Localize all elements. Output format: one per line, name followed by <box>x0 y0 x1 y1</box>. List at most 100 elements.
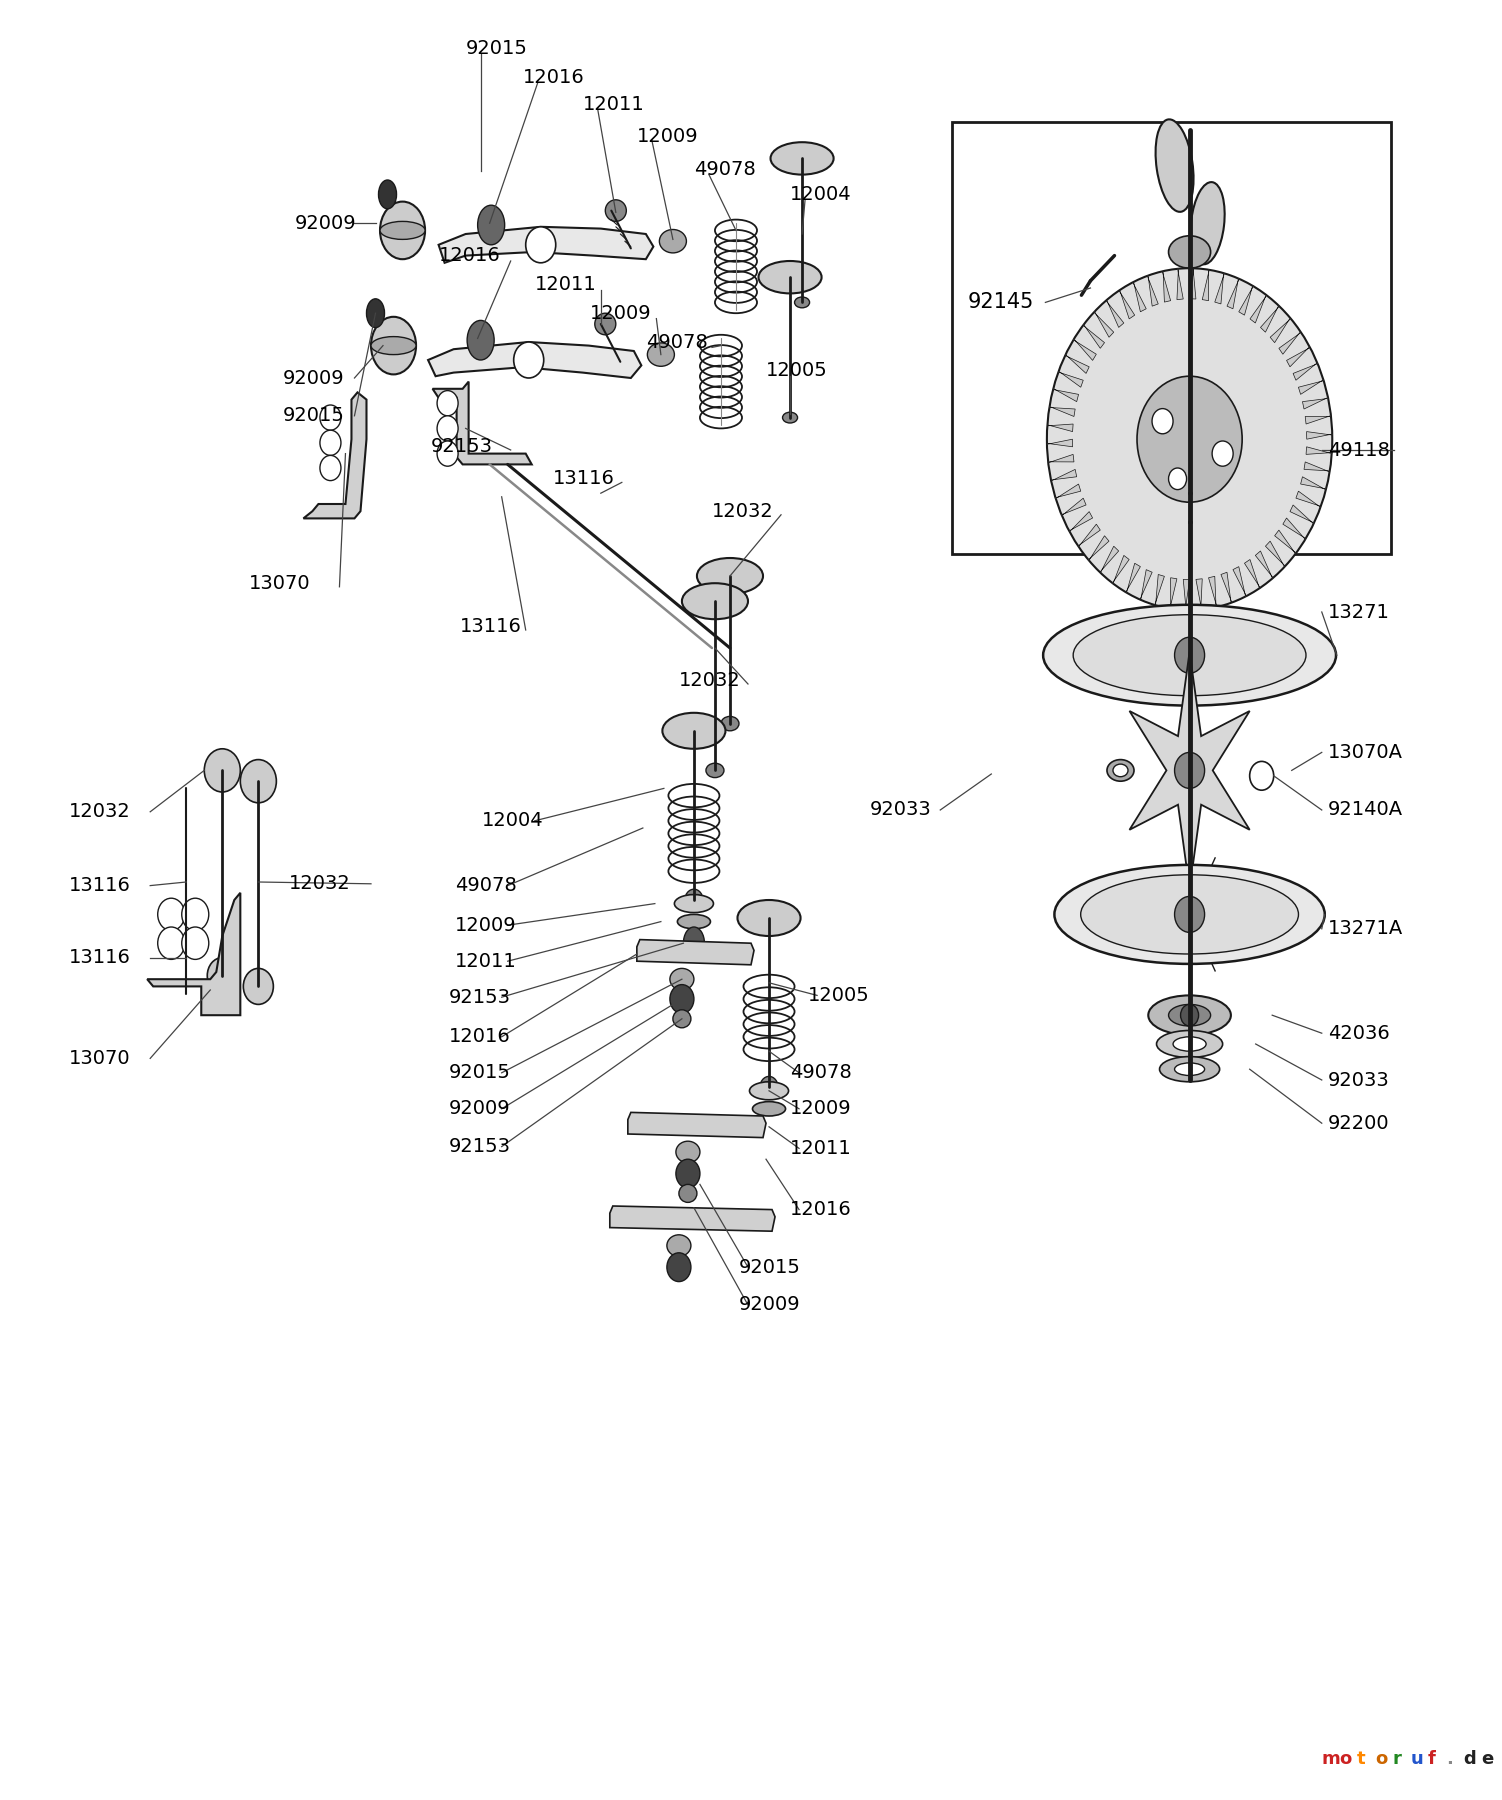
Text: 92009: 92009 <box>294 214 356 232</box>
Ellipse shape <box>1169 272 1211 304</box>
Polygon shape <box>1283 518 1305 540</box>
Polygon shape <box>1304 463 1329 472</box>
Text: 92140A: 92140A <box>1328 801 1403 819</box>
Polygon shape <box>1099 545 1119 572</box>
Polygon shape <box>1065 355 1089 373</box>
Text: 92033: 92033 <box>870 801 931 819</box>
Text: 13116: 13116 <box>69 877 131 895</box>
Polygon shape <box>1293 364 1317 380</box>
Text: 13116: 13116 <box>553 470 614 488</box>
Ellipse shape <box>371 337 416 355</box>
Text: 13271A: 13271A <box>1328 920 1403 938</box>
Text: 13070: 13070 <box>249 574 311 592</box>
Polygon shape <box>1256 551 1274 578</box>
Polygon shape <box>1260 306 1280 333</box>
Polygon shape <box>1209 576 1217 607</box>
Text: 12016: 12016 <box>790 1201 852 1219</box>
Text: 12011: 12011 <box>535 275 596 293</box>
Text: 92153: 92153 <box>449 988 511 1006</box>
Circle shape <box>1152 409 1173 434</box>
Ellipse shape <box>1044 605 1337 706</box>
Polygon shape <box>1119 290 1134 319</box>
Polygon shape <box>1074 338 1096 360</box>
Ellipse shape <box>371 317 416 374</box>
Polygon shape <box>1265 542 1286 567</box>
Text: 13070A: 13070A <box>1328 743 1403 761</box>
Ellipse shape <box>667 1235 691 1256</box>
Ellipse shape <box>1107 760 1134 781</box>
Polygon shape <box>1148 275 1158 306</box>
Polygon shape <box>1047 425 1072 432</box>
Ellipse shape <box>1191 182 1224 265</box>
Circle shape <box>1181 1004 1199 1026</box>
Polygon shape <box>1302 398 1328 409</box>
Ellipse shape <box>1173 1037 1206 1051</box>
Polygon shape <box>147 893 240 1015</box>
Ellipse shape <box>1157 1030 1223 1058</box>
Ellipse shape <box>1175 1062 1205 1075</box>
Circle shape <box>526 227 556 263</box>
Polygon shape <box>1307 432 1332 439</box>
Ellipse shape <box>380 221 425 239</box>
Ellipse shape <box>795 297 810 308</box>
Polygon shape <box>1278 331 1301 355</box>
Bar <box>952 122 1391 554</box>
Text: 92009: 92009 <box>739 1296 801 1314</box>
Text: 92153: 92153 <box>431 437 493 455</box>
Ellipse shape <box>674 895 713 913</box>
Polygon shape <box>1051 470 1077 481</box>
Text: f: f <box>1428 1750 1436 1768</box>
Polygon shape <box>1287 347 1310 367</box>
Circle shape <box>182 927 209 959</box>
Text: 49078: 49078 <box>790 1064 852 1082</box>
Ellipse shape <box>683 927 704 959</box>
Ellipse shape <box>737 900 801 936</box>
Polygon shape <box>1202 270 1209 301</box>
Polygon shape <box>1078 524 1101 547</box>
Text: 49078: 49078 <box>646 333 707 351</box>
Text: 12032: 12032 <box>288 875 350 893</box>
Ellipse shape <box>783 412 798 423</box>
Text: 12009: 12009 <box>637 128 698 146</box>
Ellipse shape <box>721 716 739 731</box>
Ellipse shape <box>679 1184 697 1202</box>
Polygon shape <box>1163 272 1170 302</box>
Circle shape <box>158 898 185 931</box>
Ellipse shape <box>759 261 822 293</box>
Circle shape <box>320 430 341 455</box>
Text: 92015: 92015 <box>449 1064 511 1082</box>
Text: 12009: 12009 <box>590 304 652 322</box>
Polygon shape <box>1215 274 1224 304</box>
Polygon shape <box>1221 572 1232 603</box>
Polygon shape <box>1301 477 1326 490</box>
Ellipse shape <box>380 202 425 259</box>
Text: 92009: 92009 <box>449 1100 511 1118</box>
Text: 12016: 12016 <box>439 247 500 265</box>
Ellipse shape <box>1081 875 1298 954</box>
Circle shape <box>685 889 703 911</box>
Polygon shape <box>637 940 754 965</box>
Polygon shape <box>1083 324 1104 349</box>
Circle shape <box>437 416 458 441</box>
Polygon shape <box>1130 652 1250 889</box>
Circle shape <box>760 1076 778 1098</box>
Text: 92015: 92015 <box>466 40 527 58</box>
Polygon shape <box>1305 416 1331 425</box>
Polygon shape <box>1239 286 1253 315</box>
Polygon shape <box>1196 580 1202 610</box>
Text: 13271: 13271 <box>1328 603 1389 621</box>
Polygon shape <box>1089 536 1108 560</box>
Polygon shape <box>1170 578 1178 608</box>
Text: o: o <box>1340 1750 1352 1768</box>
Text: 12009: 12009 <box>790 1100 852 1118</box>
Circle shape <box>320 455 341 481</box>
Polygon shape <box>1155 574 1164 605</box>
Polygon shape <box>1298 380 1323 394</box>
Circle shape <box>243 968 273 1004</box>
Polygon shape <box>1126 563 1140 592</box>
Polygon shape <box>1056 484 1081 499</box>
Text: 12004: 12004 <box>790 185 852 203</box>
Text: 12009: 12009 <box>455 916 517 934</box>
Circle shape <box>437 441 458 466</box>
Circle shape <box>1175 637 1205 673</box>
